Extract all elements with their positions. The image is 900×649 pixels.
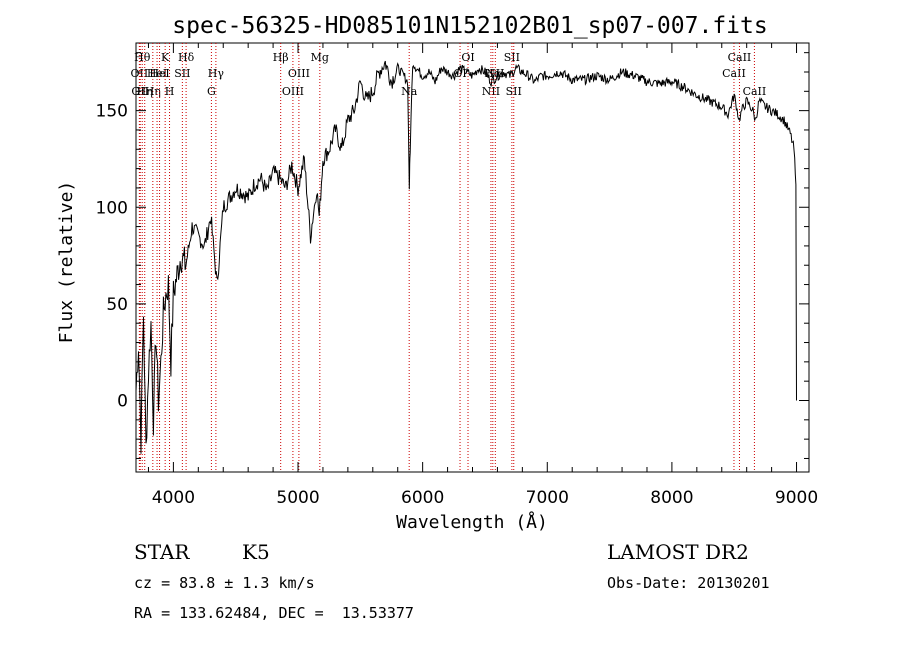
y-tick-label: 0 — [117, 392, 128, 412]
plot-frame — [135, 42, 810, 473]
line-marker-label: NII — [482, 85, 500, 98]
line-marker-label: Hη — [137, 85, 153, 98]
line-marker-label: K — [161, 51, 170, 64]
obs-date: Obs-Date: 20130201 — [607, 574, 770, 592]
line-marker-label: OI — [461, 51, 474, 64]
line-marker-label: OII — [131, 67, 149, 80]
x-tick-label: 8000 — [650, 488, 693, 508]
line-marker-label: Hβ — [273, 51, 289, 64]
x-tick-label: 4000 — [152, 488, 195, 508]
line-marker-label: Hθ — [134, 51, 151, 64]
spectral-line-markers: OIIOIIHθHηHηHeIHeIKHSIIHδGHγHβOIIIOIIIMg… — [131, 43, 767, 472]
line-marker-label: OIII — [288, 67, 310, 80]
line-marker-label: Na — [401, 85, 418, 98]
x-axis-label: Wavelength (Å) — [396, 511, 548, 533]
line-marker-label: Hδ — [178, 51, 195, 64]
x-tick-label: 9000 — [775, 488, 818, 508]
x-tick-label: 5000 — [276, 488, 319, 508]
line-marker-label: OIII — [282, 85, 304, 98]
y-axis-label: Flux (relative) — [56, 181, 77, 344]
x-tick-label: 7000 — [526, 488, 569, 508]
line-marker-label: SII — [504, 51, 520, 64]
y-tick-label: 50 — [106, 295, 128, 315]
line-marker-label: HeI — [147, 67, 167, 80]
coordinates: RA = 133.62484, DEC = 13.53377 — [134, 604, 414, 622]
line-marker-label: Hγ — [208, 67, 225, 80]
redshift-text: cz = 83.8 ± 1.3 km/s — [134, 574, 315, 592]
line-marker-label: Mg — [311, 51, 329, 64]
line-marker-label: OI — [453, 67, 466, 80]
line-marker-label: CaII — [728, 51, 752, 64]
y-tick-label: 100 — [96, 198, 128, 218]
y-axis-ticks: 0 50 100 150 — [96, 52, 809, 459]
line-marker-label: CaII — [743, 85, 767, 98]
line-marker-label: H — [165, 85, 175, 98]
x-axis-ticks: 4000 5000 6000 7000 8000 9000 — [147, 43, 818, 508]
line-marker-label: Hη — [145, 85, 161, 98]
line-marker-label: SII — [506, 85, 522, 98]
line-marker-label: CaII — [722, 67, 746, 80]
line-marker-label: HeI — [149, 67, 169, 80]
survey-name: LAMOST DR2 — [607, 540, 749, 564]
line-marker-label: G — [207, 85, 216, 98]
object-class: STAR — [134, 540, 190, 564]
spectrum-line — [135, 60, 797, 454]
x-tick-label: 6000 — [401, 488, 444, 508]
object-subclass: K5 — [242, 540, 270, 564]
y-tick-label: 150 — [96, 102, 128, 122]
chart-title: spec-56325-HD085101N152102B01_sp07-007.f… — [172, 13, 767, 39]
line-marker-label: SII — [174, 67, 190, 80]
